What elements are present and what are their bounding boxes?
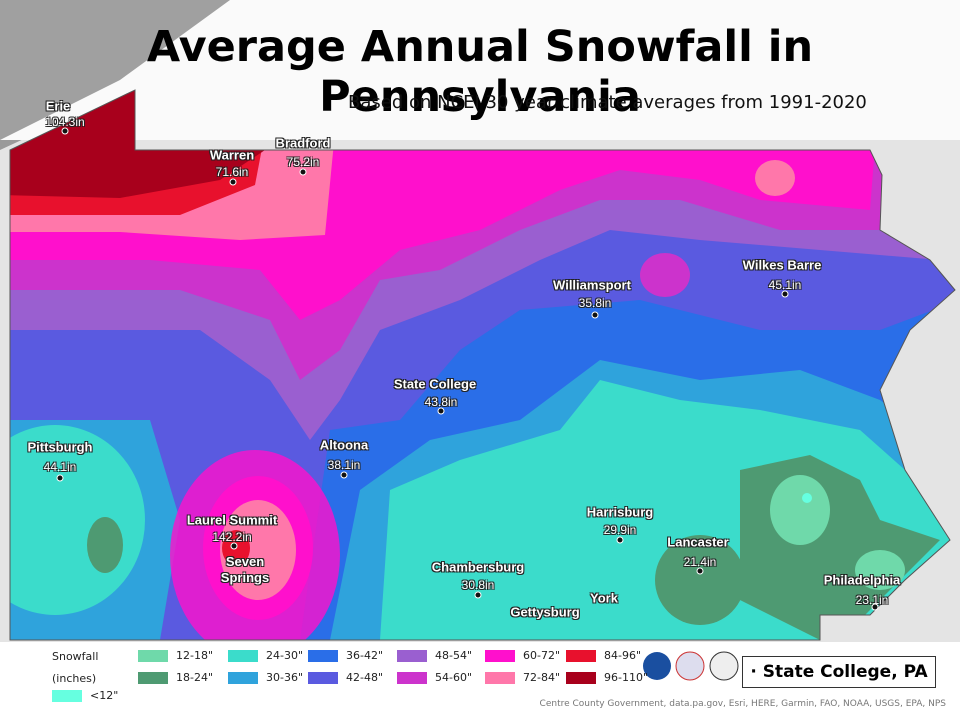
city-dot <box>56 474 64 482</box>
city-dot <box>616 536 624 544</box>
subtitle: Based on NCEI 30 year climate averages f… <box>348 92 867 113</box>
city-dot <box>61 127 69 135</box>
legend-label: 18-24" <box>176 671 214 684</box>
city-name: York <box>590 590 618 606</box>
city-dot <box>230 542 238 550</box>
city-name: Harrisburg <box>586 504 654 520</box>
noaa-logo-2 <box>709 651 739 681</box>
city-value: 23.1in <box>855 593 889 607</box>
legend-label: 48-54" <box>435 649 473 662</box>
title: Average Annual Snowfall in Pennsylvania <box>146 22 814 122</box>
city-value: 44.1in <box>43 460 77 474</box>
city-name: Laurel Summit <box>186 512 278 528</box>
legend-swatch <box>308 672 338 684</box>
city-name: Gettysburg <box>510 604 580 620</box>
legend-swatch <box>52 690 82 702</box>
city-name: Bradford <box>275 135 331 151</box>
city-dot <box>474 591 482 599</box>
city-name: State College <box>393 376 477 392</box>
legend-swatch <box>566 650 596 662</box>
city-value: 142.2in <box>212 530 252 544</box>
city-name: Altoona <box>319 437 369 453</box>
city-value: 21.4in <box>683 555 717 569</box>
nws-logo <box>675 651 705 681</box>
lake-erie <box>0 0 230 140</box>
legend-label: 72-84" <box>523 671 561 684</box>
city-name: Philadelphia <box>823 572 901 588</box>
legend-swatch <box>397 650 427 662</box>
legend-unit: (inches) <box>52 672 97 685</box>
city-name: Chambersburg <box>431 559 525 575</box>
city-value: 29.9in <box>603 523 637 537</box>
legend-label: 24-30" <box>266 649 304 662</box>
city-dot <box>696 567 704 575</box>
city-name: Warren <box>209 147 255 163</box>
city-value: 30.8in <box>461 578 495 592</box>
legend-swatch <box>485 672 515 684</box>
city-value: 43.8in <box>424 395 458 409</box>
city-name: Lancaster <box>667 534 729 550</box>
legend-label: 12-18" <box>176 649 214 662</box>
legend-label: 96-110" <box>604 671 649 684</box>
legend-label: 54-60" <box>435 671 473 684</box>
city-dot <box>781 290 789 298</box>
legend-swatch <box>138 672 168 684</box>
legend-swatch <box>566 672 596 684</box>
city-dot <box>299 168 307 176</box>
city-dot <box>229 178 237 186</box>
city-name: Wilkes Barre <box>742 257 822 273</box>
city-value: 75.2in <box>286 155 320 169</box>
attribution: Centre County Government, data.pa.gov, E… <box>539 699 946 709</box>
city-dot <box>340 471 348 479</box>
legend-label: 84-96" <box>604 649 642 662</box>
legend-swatch <box>228 650 258 662</box>
legend-swatch <box>485 650 515 662</box>
city-name: Erie <box>45 98 71 114</box>
city-dot <box>591 311 599 319</box>
city-value: 45.1in <box>768 278 802 292</box>
legend-label: 30-36" <box>266 671 304 684</box>
city-value: 35.8in <box>578 296 612 310</box>
legend-swatch <box>138 650 168 662</box>
legend-label: 36-42" <box>346 649 384 662</box>
legend-swatch <box>228 672 258 684</box>
city-name: Seven Springs <box>220 554 270 585</box>
city-dot <box>871 603 879 611</box>
legend-title: Snowfall <box>52 650 99 663</box>
city-name: Pittsburgh <box>27 439 93 455</box>
noaa-logo <box>643 652 671 680</box>
city-value: 104.3in <box>45 115 85 129</box>
office-label: · State College, PA <box>742 656 936 688</box>
city-name: Williamsport <box>553 277 631 293</box>
state-outline <box>9 89 956 641</box>
legend-label: 42-48" <box>346 671 384 684</box>
legend-swatch <box>308 650 338 662</box>
legend-label: <12" <box>90 689 119 702</box>
legend-label: 60-72" <box>523 649 561 662</box>
city-dot <box>437 407 445 415</box>
city-value: 71.6in <box>215 165 249 179</box>
legend-swatch <box>397 672 427 684</box>
city-value: 38.1in <box>327 458 361 472</box>
